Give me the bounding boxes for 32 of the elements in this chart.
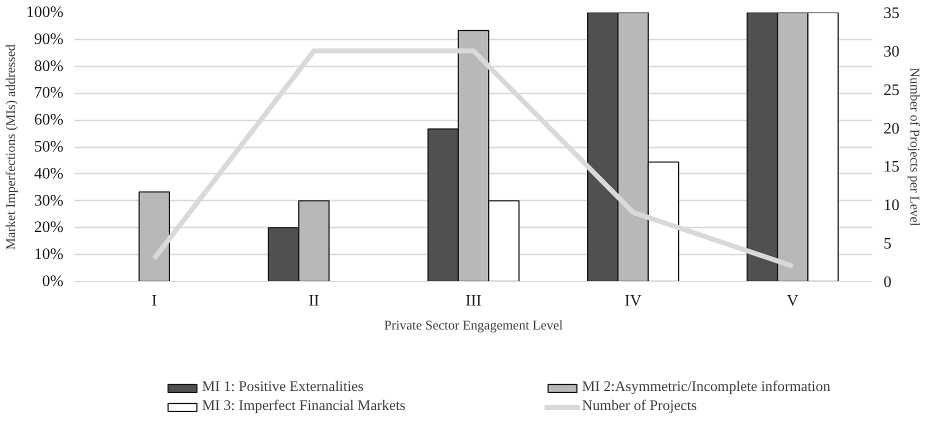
y2-tick-label: 25 <box>884 82 900 99</box>
y-tick-label: 60% <box>34 112 64 129</box>
bar <box>138 191 170 282</box>
y2-tick-label: 35 <box>884 5 900 22</box>
x-tick-label: I <box>152 292 157 310</box>
y2-tick-label: 10 <box>884 197 900 214</box>
y-tick-label: 0% <box>42 273 64 290</box>
y2-tick-label: 15 <box>884 158 900 176</box>
legend-label: Number of Projects <box>582 398 698 415</box>
y2-tick-label: 5 <box>884 236 892 253</box>
x-tick-label: III <box>466 292 482 310</box>
y-tick-label: 90% <box>34 30 64 48</box>
x-tick-label: II <box>308 292 320 310</box>
y-tick-label: 20% <box>34 219 64 236</box>
y-tick-label: 40% <box>34 165 64 182</box>
y2-tick-label: 30 <box>884 43 900 60</box>
y-tick-label: 70% <box>34 84 64 102</box>
y-tick-label: 30% <box>34 192 64 210</box>
y-tick-label: 10% <box>34 246 64 264</box>
y2-tick-label: 20 <box>884 120 900 138</box>
legend-label: MI 3: Imperfect Financial Markets <box>202 398 406 415</box>
y-tick-label: 100% <box>26 4 64 21</box>
x-axis-title: Private Sector Engagement Level <box>384 318 564 332</box>
y-tick-label: 80% <box>34 58 64 75</box>
legend-label: MI 1: Positive Externalities <box>202 379 365 396</box>
y-axis-title: Market Imperfections (MIs) addressed <box>3 44 18 250</box>
y2-axis-title: Number of Projects per Level <box>908 68 922 226</box>
y2-tick-label: 0 <box>884 274 892 291</box>
legend-label: MI 2:Asymmetric/Incomplete information <box>582 379 832 396</box>
x-tick-label: IV <box>624 292 642 310</box>
x-tick-label: V <box>786 292 799 310</box>
y-tick-label: 50% <box>34 138 64 156</box>
